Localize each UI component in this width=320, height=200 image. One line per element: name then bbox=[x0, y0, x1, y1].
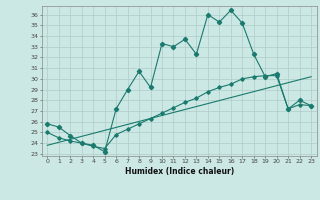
X-axis label: Humidex (Indice chaleur): Humidex (Indice chaleur) bbox=[124, 167, 234, 176]
